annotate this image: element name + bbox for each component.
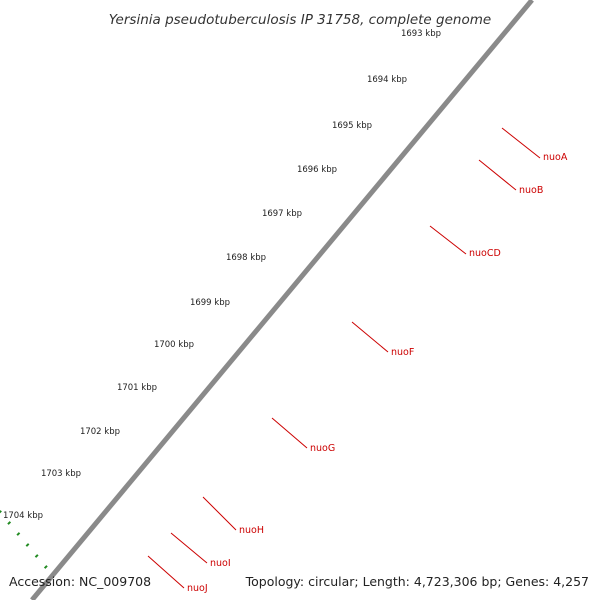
- kbp-label: 1698 kbp: [226, 253, 266, 263]
- accession-text: Accession: NC_009708: [9, 574, 151, 589]
- gene-label-nuoJ: nuoJ: [187, 583, 208, 594]
- gene-leader-line: [478, 159, 517, 191]
- gene-leader-line: [351, 321, 389, 353]
- kbp-label: 1695 kbp: [332, 121, 372, 131]
- outer-tick-dots: [0, 510, 48, 569]
- tick-dot: [43, 565, 48, 569]
- genome-backbone: [30, 0, 534, 600]
- tick-dot: [0, 510, 2, 514]
- kbp-label: 1700 kbp: [154, 340, 194, 350]
- kbp-axis-labels: 1693 kbp 1694 kbp 1695 kbp 1696 kbp 1697 kbp…: [3, 29, 441, 521]
- kbp-label: 1704 kbp: [3, 511, 43, 521]
- tick-dot: [16, 532, 21, 536]
- gene-leader-line: [429, 225, 467, 255]
- gene-leader-line: [202, 496, 237, 531]
- gene-leader-line: [147, 555, 185, 589]
- map-title: Yersinia pseudotuberculosis IP 31758, co…: [109, 12, 491, 28]
- gene-leader-line: [170, 532, 208, 564]
- gene-label-nuoA: nuoA: [543, 152, 568, 163]
- kbp-label: 1701 kbp: [117, 383, 157, 393]
- gene-label-nuoF: nuoF: [391, 347, 414, 358]
- gene-leader-line: [271, 417, 308, 449]
- gene-label-nuoH: nuoH: [239, 525, 264, 536]
- kbp-label: 1693 kbp: [401, 29, 441, 39]
- tick-dot: [34, 554, 39, 558]
- tick-dot: [25, 543, 30, 547]
- gene-label-nuoG: nuoG: [310, 443, 335, 454]
- kbp-label: 1699 kbp: [190, 298, 230, 308]
- gene-label-nuoCD: nuoCD: [469, 248, 501, 259]
- kbp-label: 1702 kbp: [80, 427, 120, 437]
- kbp-label: 1703 kbp: [41, 469, 81, 479]
- kbp-label: 1697 kbp: [262, 209, 302, 219]
- gene-label-nuoB: nuoB: [519, 185, 543, 196]
- genome-stats-text: Topology: circular; Length: 4,723,306 bp…: [245, 574, 589, 589]
- kbp-label: 1696 kbp: [297, 165, 337, 175]
- gene-label-nuoI: nuoI: [210, 558, 231, 569]
- kbp-label: 1694 kbp: [367, 75, 407, 85]
- gene-labels: nuoA nuoB nuoCD nuoF nuoG nuoH nuoI nuoJ: [147, 127, 568, 594]
- gene-leader-line: [501, 127, 541, 159]
- tick-dot: [7, 521, 12, 525]
